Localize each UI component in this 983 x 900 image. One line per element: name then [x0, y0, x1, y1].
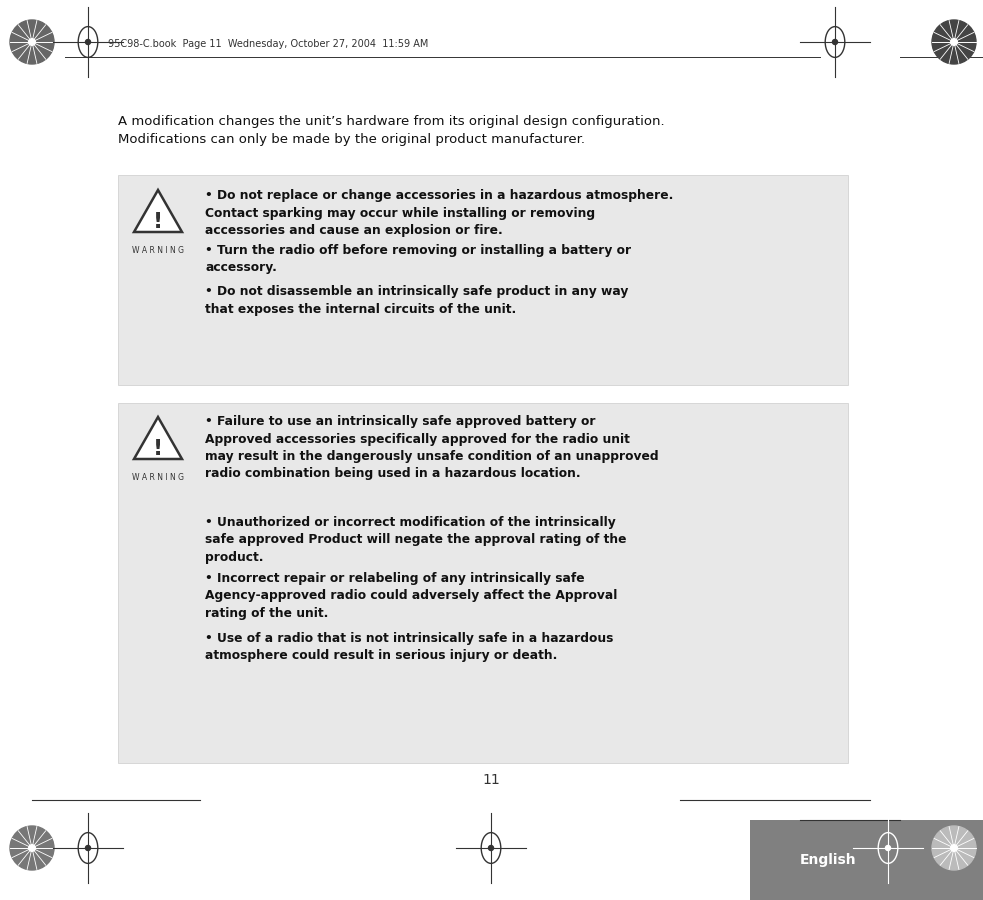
Text: • Failure to use an intrinsically safe approved battery or
Approved accessories : • Failure to use an intrinsically safe a…: [205, 415, 659, 481]
Circle shape: [886, 845, 891, 850]
Circle shape: [86, 845, 90, 850]
Text: 11: 11: [482, 773, 500, 787]
Text: W A R N I N G: W A R N I N G: [132, 246, 184, 255]
Text: • Use of a radio that is not intrinsically safe in a hazardous
atmosphere could : • Use of a radio that is not intrinsical…: [205, 632, 613, 662]
Text: • Incorrect repair or relabeling of any intrinsically safe
Agency-approved radio: • Incorrect repair or relabeling of any …: [205, 572, 617, 620]
Circle shape: [489, 845, 493, 850]
FancyBboxPatch shape: [750, 820, 983, 900]
Text: • Do not disassemble an intrinsically safe product in any way
that exposes the i: • Do not disassemble an intrinsically sa…: [205, 285, 628, 316]
Circle shape: [932, 20, 976, 64]
Polygon shape: [134, 417, 182, 459]
Circle shape: [29, 39, 35, 45]
Text: • Unauthorized or incorrect modification of the intrinsically
safe approved Prod: • Unauthorized or incorrect modification…: [205, 516, 626, 564]
Circle shape: [833, 40, 838, 44]
Circle shape: [86, 40, 90, 44]
FancyBboxPatch shape: [118, 175, 848, 385]
Circle shape: [932, 826, 976, 870]
Text: English: English: [800, 853, 856, 867]
Text: 95C98-C.book  Page 11  Wednesday, October 27, 2004  11:59 AM: 95C98-C.book Page 11 Wednesday, October …: [108, 39, 429, 49]
Polygon shape: [134, 190, 182, 232]
Circle shape: [10, 20, 54, 64]
Circle shape: [951, 845, 957, 851]
Text: • Do not replace or change accessories in a hazardous atmosphere.
Contact sparki: • Do not replace or change accessories i…: [205, 189, 673, 237]
Text: !: !: [153, 212, 163, 232]
FancyBboxPatch shape: [118, 403, 848, 763]
Circle shape: [10, 826, 54, 870]
Circle shape: [951, 39, 957, 45]
Text: A modification changes the unit’s hardware from its original design configuratio: A modification changes the unit’s hardwa…: [118, 115, 665, 146]
Circle shape: [29, 845, 35, 851]
Text: !: !: [153, 439, 163, 459]
Text: W A R N I N G: W A R N I N G: [132, 473, 184, 482]
Text: • Turn the radio off before removing or installing a battery or
accessory.: • Turn the radio off before removing or …: [205, 244, 631, 274]
